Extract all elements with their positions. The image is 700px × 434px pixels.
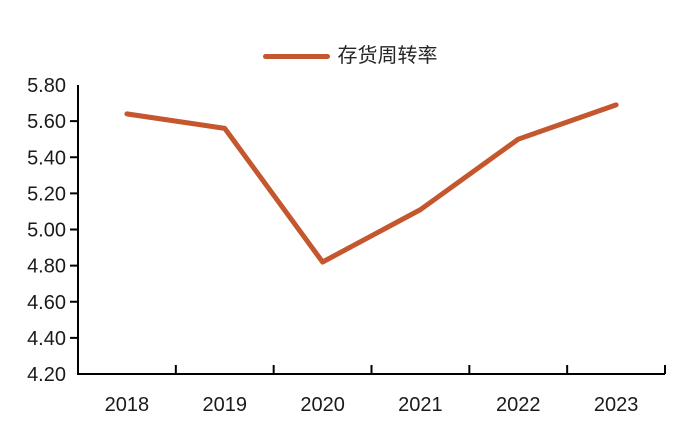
x-axis-tick-label: 2023 [594, 394, 639, 416]
y-axis-tick-label: 4.20 [27, 364, 66, 386]
y-axis-tick-label: 4.40 [27, 328, 66, 350]
legend: 存货周转率 [0, 44, 700, 68]
x-axis-tick-label: 2020 [300, 394, 345, 416]
x-axis-tick-label: 2021 [398, 394, 443, 416]
y-axis-tick-label: 4.60 [27, 292, 66, 314]
y-axis-tick-label: 5.00 [27, 220, 66, 242]
legend-line-marker [262, 53, 330, 59]
x-axis-tick-label: 2022 [496, 394, 541, 416]
legend-label: 存货周转率 [337, 45, 438, 67]
y-axis-tick-label: 4.80 [27, 256, 66, 278]
y-axis-tick-label: 5.40 [27, 147, 66, 169]
series-line [124, 102, 619, 265]
y-axis-tick-label: 5.80 [27, 75, 66, 97]
x-axis-tick-label: 2019 [203, 394, 248, 416]
y-axis-tick-label: 5.20 [27, 183, 66, 205]
x-axis-tick-label: 2018 [105, 394, 150, 416]
y-axis-tick-label: 5.60 [27, 111, 66, 133]
